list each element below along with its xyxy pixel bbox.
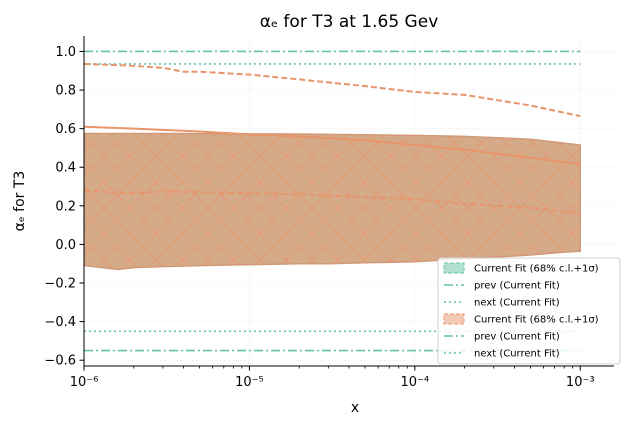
legend-entry: next (Current Fit) [444, 349, 560, 360]
band-hatch-3 [84, 133, 581, 270]
y-tick-label: 0.2 [55, 199, 76, 214]
y-axis-label: αₑ for T3 [12, 171, 28, 232]
y-tick-label: 0.4 [55, 161, 76, 176]
legend-label: prev (Current Fit) [474, 332, 560, 343]
legend-box [437, 257, 621, 365]
x-tick-label: 10⁻⁵ [235, 375, 264, 390]
series-line-6 [84, 62, 581, 118]
legend-entry: Current Fit (68% c.l.+1σ) [443, 313, 599, 326]
legend-entry: prev (Current Fit) [444, 281, 560, 292]
legend-entry: Current Fit (68% c.l.+1σ) [443, 262, 599, 275]
legend: Current Fit (68% c.l.+1σ) prev (Current F… [437, 257, 621, 365]
legend-entry: prev (Current Fit) [444, 332, 560, 343]
x-tick-label: 10⁻³ [566, 375, 595, 390]
x-tick-label: 10⁻⁴ [401, 375, 430, 390]
y-tick-label: 0.0 [55, 238, 76, 253]
y-tick-label: −0.4 [44, 315, 76, 330]
y-tick-label: 0.8 [55, 84, 76, 99]
x-tick-label: 10⁻⁶ [70, 375, 99, 390]
legend-entry: next (Current Fit) [444, 298, 560, 309]
legend-label: next (Current Fit) [474, 349, 560, 360]
series-line-5 [84, 189, 581, 215]
plot-area [84, 50, 581, 352]
y-tick-label: 1.0 [55, 45, 76, 60]
x-axis-label: x [351, 400, 359, 416]
chart-title: αₑ for T3 at 1.65 Gev [260, 12, 439, 32]
y-ticks: 1.0 0.8 0.6 0.4 0.2 0.0 −0.2 −0.4 −0.6 [44, 45, 84, 369]
y-tick-label: 0.6 [55, 122, 76, 137]
legend-swatch [443, 313, 465, 325]
x-ticks: 10⁻⁶ 10⁻⁵ 10⁻⁴ 10⁻³ [70, 366, 595, 390]
legend-swatch [443, 262, 465, 274]
series-line-4 [84, 125, 581, 166]
legend-label: next (Current Fit) [474, 298, 560, 309]
y-tick-label: −0.6 [44, 354, 76, 369]
legend-label: prev (Current Fit) [474, 281, 560, 292]
legend-label: Current Fit (68% c.l.+1σ) [474, 264, 599, 275]
y-tick-label: −0.2 [44, 277, 76, 292]
legend-label: Current Fit (68% c.l.+1σ) [474, 315, 599, 326]
